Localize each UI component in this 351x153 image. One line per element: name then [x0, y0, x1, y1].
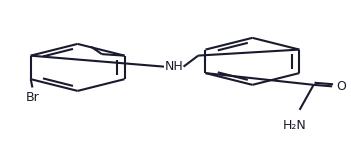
Text: O: O [336, 80, 346, 93]
Text: NH: NH [164, 60, 183, 73]
Text: Br: Br [26, 91, 39, 104]
Text: H₂N: H₂N [283, 119, 306, 132]
